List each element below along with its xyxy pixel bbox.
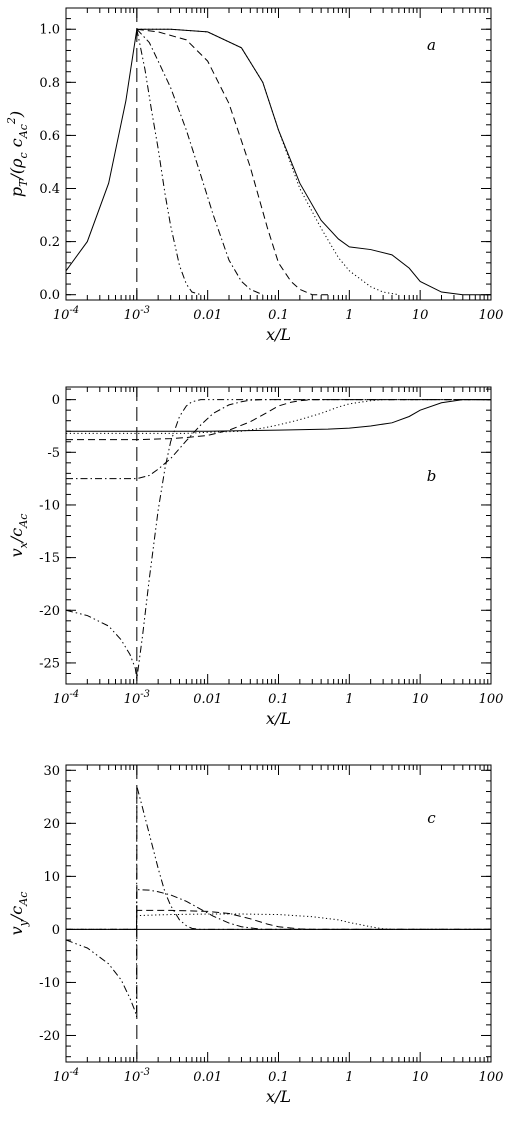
- panel-letter: c: [427, 809, 436, 827]
- y-tick-label: 0.2: [39, 235, 60, 250]
- x-tick-label: 100: [479, 308, 504, 323]
- y-tick-label: 1.0: [39, 23, 60, 38]
- y-tick-label: -10: [39, 976, 60, 991]
- series-dotted-line: [66, 399, 491, 434]
- y-tick-label: -5: [47, 446, 60, 461]
- x-tick-label: 10: [412, 308, 429, 323]
- x-tick-label: 10-3: [124, 1067, 150, 1085]
- y-tick-label: 0: [52, 923, 60, 938]
- y-tick-label: 0: [52, 393, 60, 408]
- y-tick-label: 30: [43, 764, 60, 779]
- y-tick-label: -20: [39, 1029, 60, 1044]
- series-dashed-line: [136, 28, 329, 296]
- series-dashdotdot-line: [136, 29, 201, 296]
- x-tick-label: 0.1: [268, 308, 289, 323]
- x-tick-label: 10-3: [124, 689, 150, 707]
- y-tick-label: 0.8: [39, 76, 60, 91]
- x-tick-label: 10-3: [124, 305, 150, 323]
- series-solid-line: [66, 399, 491, 432]
- y-tick-label: 0.0: [39, 288, 60, 303]
- series-dashdot-line: [66, 889, 491, 930]
- series-dashed-line: [66, 909, 491, 930]
- panel-b: 10-4 10-3 0.01 0.1 1 10 100 0 -5 -10 -15 -20 -25 x/L v…: [7, 386, 504, 728]
- x-tick-label: 1: [345, 1070, 353, 1085]
- series-dashed-line: [66, 399, 491, 441]
- panel-letter: a: [427, 36, 436, 54]
- x-tick-label: 10-4: [53, 689, 79, 707]
- x-tick-label: 100: [479, 1070, 504, 1085]
- y-axis-label: pT/(ρc cAc2): [5, 111, 30, 197]
- panel-letter: b: [427, 467, 437, 485]
- panel-c: 10-4 10-3 0.01 0.1 1 10 1003020100-10-20x/Lvy/…: [7, 764, 503, 1106]
- x-axis-label: x/L: [266, 709, 291, 728]
- series-dotted-line: [136, 28, 399, 296]
- x-tick-label: 10: [412, 1070, 429, 1085]
- x-axis-label: x/L: [266, 1087, 291, 1106]
- x-tick-label: 100: [479, 692, 504, 707]
- x-tick-label: 10-4: [53, 1067, 79, 1085]
- x-tick-label: 0.01: [193, 692, 222, 707]
- panel-a: 10-4 10-3 0.01 0.1 1 10 100 0.0 0.2 0.4 0.6 0.8 1.0 x…: [5, 7, 504, 344]
- x-tick-label: 0.01: [193, 1070, 222, 1085]
- y-tick-label: 0.6: [39, 129, 60, 144]
- y-tick-label: -20: [39, 604, 60, 619]
- x-tick-label: 10: [412, 692, 429, 707]
- series-dashdot-line: [136, 28, 263, 296]
- y-tick-label: 10: [43, 870, 60, 885]
- x-tick-label: 1: [345, 308, 353, 323]
- series-dashdotdot-line: [66, 399, 491, 679]
- x-tick-label: 10-4: [53, 305, 79, 323]
- y-tick-label: 20: [43, 817, 60, 832]
- x-tick-label: 0.1: [268, 692, 289, 707]
- y-axis-label: vy/cAc: [7, 892, 30, 936]
- y-axis-label: vx/cAc: [7, 514, 30, 558]
- series-solid-line: [66, 28, 491, 296]
- x-tick-label: 1: [345, 692, 353, 707]
- x-axis-label: x/L: [266, 325, 291, 344]
- y-tick-label: 0.4: [39, 182, 60, 197]
- x-tick-label: 0.01: [193, 308, 222, 323]
- y-tick-label: -15: [39, 551, 60, 566]
- series-dashdot-line: [66, 399, 491, 480]
- y-tick-label: -25: [39, 656, 60, 671]
- x-tick-label: 0.1: [268, 1070, 289, 1085]
- series-dashdotdot-line: [66, 786, 491, 1018]
- y-tick-label: -10: [39, 498, 60, 513]
